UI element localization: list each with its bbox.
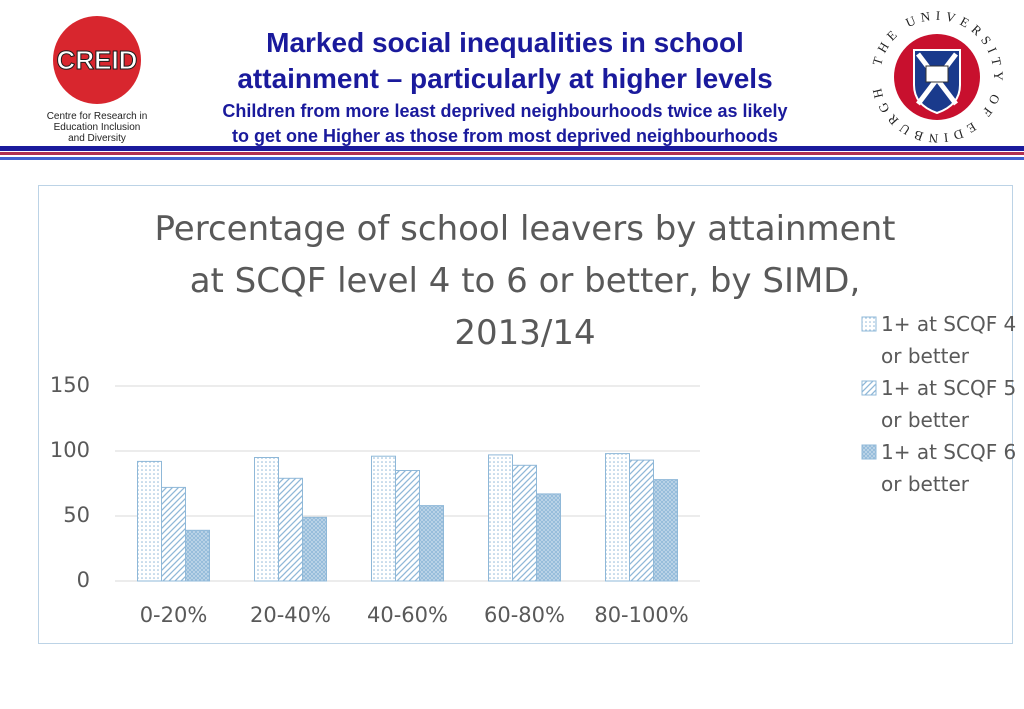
bar [137, 460, 162, 582]
y-tick-label: 150 [50, 373, 90, 397]
chart-title-line: 2013/14 [454, 313, 595, 353]
bar [278, 477, 303, 582]
header-title: Marked social inequalities in school att… [222, 27, 787, 146]
x-tick-label: 60-80% [484, 603, 565, 627]
chart-title-line: at SCQF level 4 to 6 or better, by SIMD, [190, 261, 861, 301]
university-logo: THE UNIVERSITY OF EDINBURGH [868, 8, 1001, 147]
chart-title-line: Percentage of school leavers by attainme… [155, 209, 896, 249]
bar [536, 493, 561, 582]
bar [653, 479, 678, 582]
creid-logo-text: CREID [57, 45, 138, 75]
y-tick-label: 50 [63, 503, 90, 527]
legend-swatch [861, 380, 877, 396]
header-subtitle-line: to get one Higher as those from most dep… [232, 126, 778, 146]
creid-caption: Centre for Research in Education Inclusi… [47, 111, 148, 144]
bar [395, 470, 420, 582]
x-tick-label: 40-60% [367, 603, 448, 627]
bar [302, 516, 327, 582]
bar [488, 454, 513, 582]
header-rule [0, 152, 1024, 155]
header-subtitle-line: Children from more least deprived neighb… [222, 101, 787, 121]
legend-label: 1+ at SCQF 5 or better [881, 376, 1017, 432]
x-tick-label: 20-40% [250, 603, 331, 627]
bar [419, 505, 444, 582]
creid-logo [53, 16, 141, 104]
bar [371, 455, 396, 582]
bar [161, 486, 186, 582]
x-tick-label: 0-20% [140, 603, 208, 627]
creid-caption-line: and Diversity [68, 133, 126, 144]
y-tick-label: 100 [50, 438, 90, 462]
header-title-line: Marked social inequalities in school [266, 27, 744, 58]
plot: 0 50 100 150 0-20% 20-40% 40-60% 60-80% 80-100% [50, 373, 700, 627]
header-rule [0, 157, 1024, 160]
header-title-line: attainment – particularly at higher leve… [237, 63, 772, 94]
legend-swatch [861, 316, 877, 332]
bar [512, 464, 537, 582]
creid-caption-line: Education Inclusion [54, 122, 141, 133]
bar [629, 459, 654, 582]
legend-label: 1+ at SCQF 6 or better [881, 440, 1017, 496]
bar [185, 529, 210, 582]
legend-swatch [861, 444, 877, 460]
creid-caption-line: Centre for Research in [47, 111, 148, 122]
x-tick-label: 80-100% [594, 603, 688, 627]
bar [254, 457, 279, 582]
y-tick-label: 0 [77, 568, 90, 592]
bar [605, 453, 630, 582]
header-rule [0, 146, 1024, 151]
legend-label: 1+ at SCQF 4 or better [881, 312, 1017, 368]
chart-title: Percentage of school leavers by attainme… [155, 209, 896, 353]
